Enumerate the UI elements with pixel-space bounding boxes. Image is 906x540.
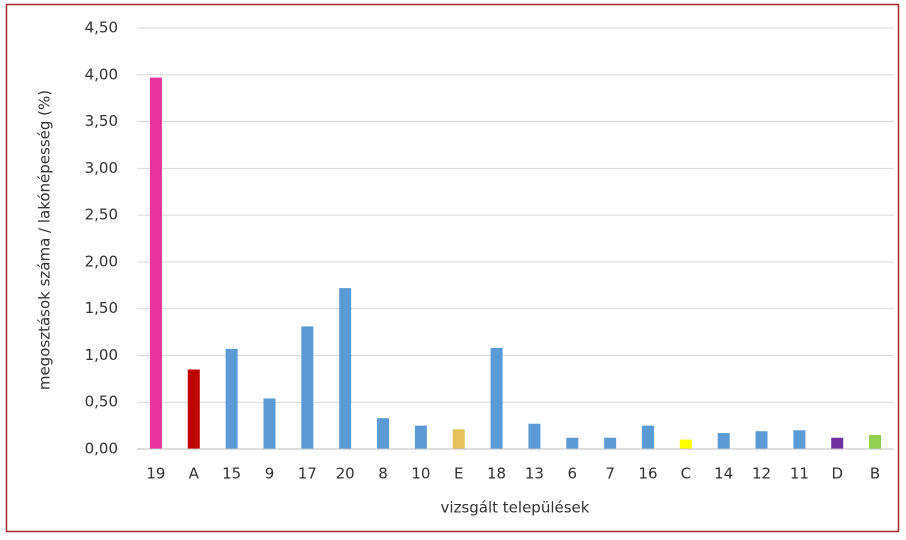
x-tick-label: 18	[487, 465, 506, 483]
x-tick-label: 9	[265, 465, 275, 483]
x-tick-label: 19	[146, 465, 165, 483]
x-tick-label: E	[454, 465, 463, 483]
x-tick-label: 16	[638, 465, 657, 483]
bar	[377, 418, 390, 449]
bar	[490, 347, 503, 449]
bar	[717, 433, 730, 449]
x-tick-label: 20	[336, 465, 355, 483]
bar	[604, 437, 617, 449]
bar	[225, 348, 238, 449]
y-tick-label: 1,50	[85, 299, 118, 317]
y-tick-label: 4,00	[85, 65, 118, 83]
y-tick-label: 1,00	[85, 346, 118, 364]
x-axis-label: vizsgált települések	[441, 499, 590, 517]
y-tick-label: 0,50	[85, 393, 118, 411]
bar	[793, 430, 806, 449]
x-tick-label: D	[831, 465, 843, 483]
bar	[869, 434, 882, 449]
chart-border	[5, 3, 900, 533]
bar	[452, 429, 465, 449]
y-tick-label: 0,00	[85, 440, 118, 458]
bar	[414, 425, 427, 449]
bar	[301, 326, 314, 449]
x-tick-label: 15	[222, 465, 241, 483]
y-tick-label: 2,00	[85, 252, 118, 270]
bar	[187, 369, 200, 449]
x-tick-label: A	[189, 465, 200, 483]
bar	[679, 439, 692, 449]
bar	[641, 425, 654, 449]
x-tick-label: B	[870, 465, 880, 483]
x-tick-label: 10	[411, 465, 430, 483]
x-tick-label: 6	[568, 465, 578, 483]
y-axis-label: megosztások száma / lakónépesség (%)	[36, 90, 54, 390]
y-tick-label: 4,50	[85, 19, 118, 37]
bar	[149, 77, 162, 449]
x-tick-label: 7	[605, 465, 615, 483]
y-tick-label: 2,50	[85, 206, 118, 224]
x-tick-label: 13	[525, 465, 544, 483]
y-tick-label: 3,50	[85, 112, 118, 130]
bar	[755, 431, 768, 449]
bar	[831, 437, 844, 449]
x-tick-label: C	[681, 465, 691, 483]
x-tick-label: 8	[378, 465, 388, 483]
y-tick-label: 3,00	[85, 159, 118, 177]
x-tick-label: 14	[714, 465, 733, 483]
bar	[263, 398, 276, 449]
bar	[566, 437, 579, 449]
x-tick-label: 17	[298, 465, 317, 483]
bar	[339, 288, 352, 449]
x-tick-label: 11	[790, 465, 809, 483]
bar	[528, 423, 541, 449]
x-tick-label: 12	[752, 465, 771, 483]
